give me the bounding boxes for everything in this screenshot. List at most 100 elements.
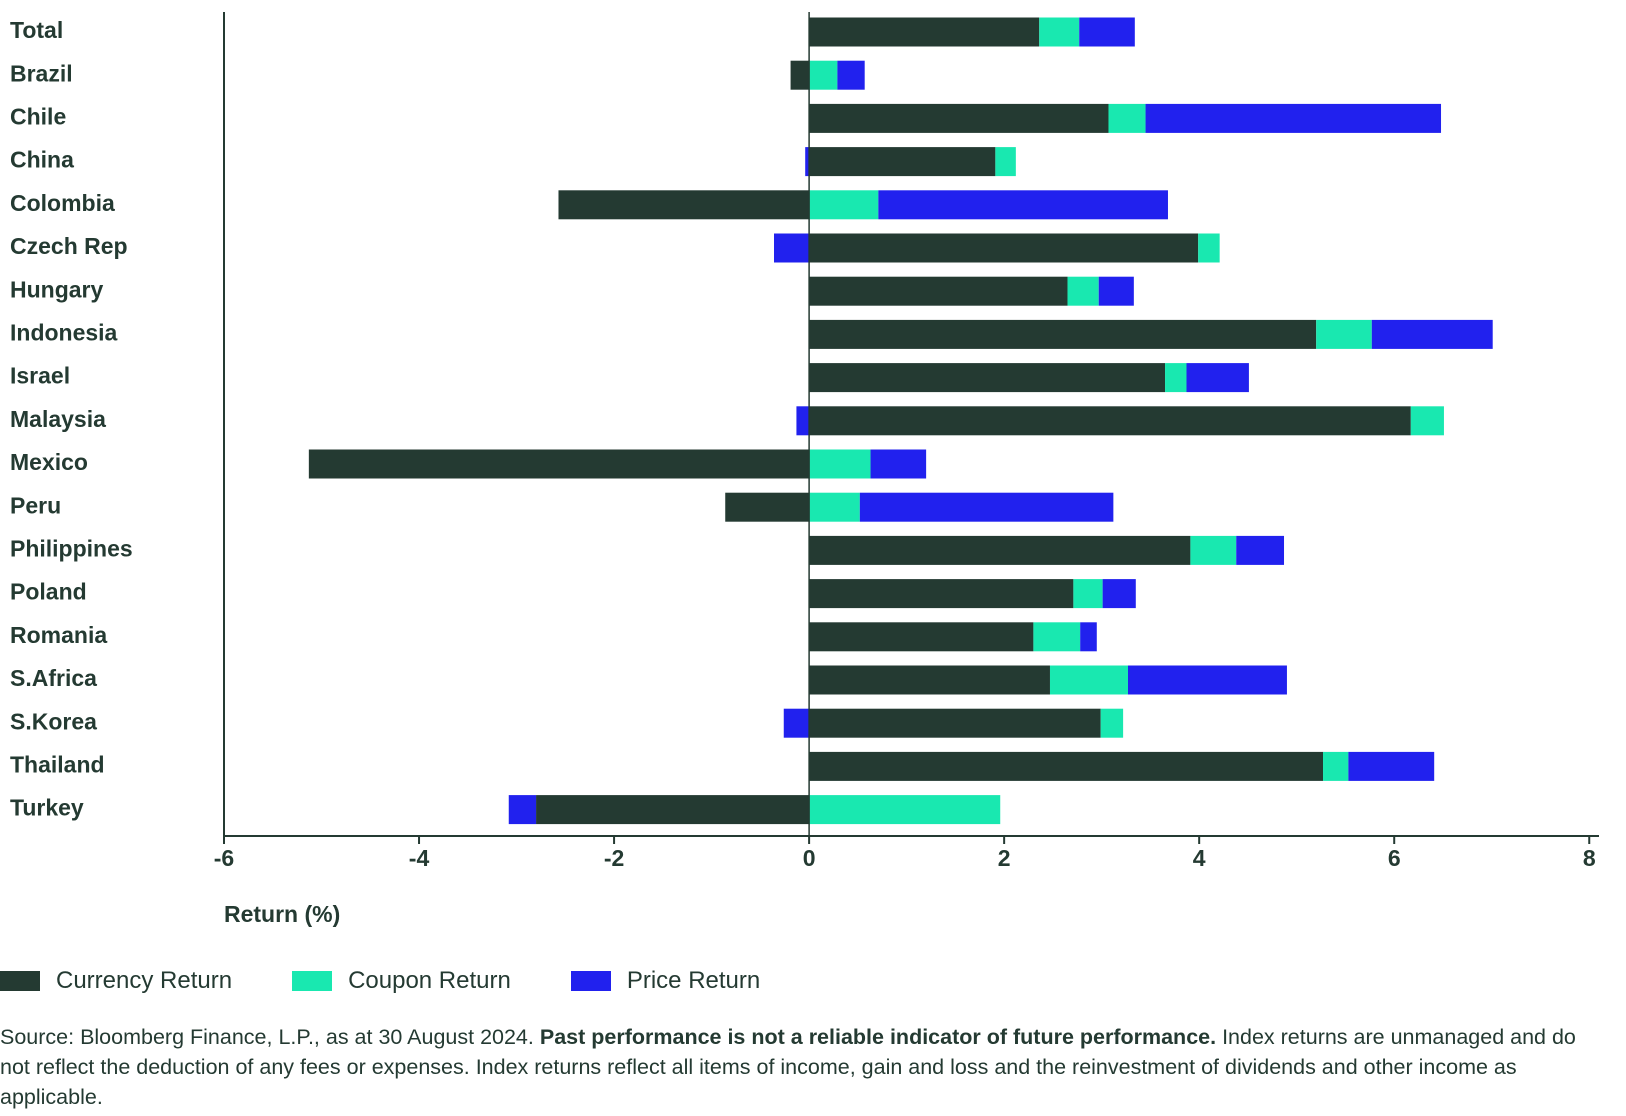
y-tick-label: Brazil bbox=[10, 60, 73, 86]
bar-segment bbox=[558, 190, 810, 220]
chart: -6 -4 -2 0 2 4 6 8 Return (%) Total Brazil Chile Chi… bbox=[10, 12, 1599, 927]
bar-segment bbox=[809, 190, 879, 220]
x-tick-label: -6 bbox=[214, 845, 234, 871]
bar-segment bbox=[1079, 17, 1135, 47]
y-tick-label: Turkey bbox=[10, 795, 84, 821]
bar-segment bbox=[1098, 276, 1134, 306]
bar-segment bbox=[1102, 579, 1136, 609]
bar-segment bbox=[809, 535, 1191, 565]
bar-segment bbox=[1165, 363, 1187, 393]
bar-segment bbox=[809, 363, 1166, 393]
bar-segment bbox=[809, 319, 1317, 349]
y-tick-label: Colombia bbox=[10, 190, 115, 216]
legend-item: Coupon Return bbox=[292, 967, 511, 995]
bar-segment bbox=[809, 276, 1068, 306]
bar-segment bbox=[809, 103, 1109, 133]
bar-segment bbox=[805, 147, 810, 177]
bar-segment bbox=[1190, 535, 1237, 565]
bar-segment bbox=[1348, 751, 1435, 781]
y-tick-label: China bbox=[10, 147, 74, 173]
source: Source: Bloomberg Finance, L.P., as at 3… bbox=[0, 1025, 534, 1049]
bar-segment bbox=[790, 60, 810, 90]
bar-segment bbox=[1108, 103, 1146, 133]
bar-segment bbox=[809, 60, 838, 90]
bar-segment bbox=[1186, 363, 1249, 393]
y-tick-label: Czech Rep bbox=[10, 233, 128, 259]
bar-segment bbox=[1236, 535, 1285, 565]
y-tick-label: Malaysia bbox=[10, 406, 106, 432]
bar-segment bbox=[837, 60, 865, 90]
bar-segment bbox=[1410, 406, 1444, 436]
bar-segment bbox=[1145, 103, 1442, 133]
y-tick-label: Mexico bbox=[10, 449, 88, 475]
bar-segment bbox=[809, 665, 1050, 695]
bar-segment bbox=[1371, 319, 1493, 349]
legend-swatch bbox=[292, 971, 333, 991]
y-tick-label: Poland bbox=[10, 579, 87, 605]
bar-segment bbox=[870, 449, 927, 479]
legend: Currency Return Coupon Return Price Return bbox=[0, 967, 820, 995]
bar-segment bbox=[809, 147, 996, 177]
y-tick-label: S.Africa bbox=[10, 665, 97, 691]
x-tick-label: 0 bbox=[803, 845, 816, 871]
bar-segment bbox=[1049, 665, 1128, 695]
bar-segment bbox=[796, 406, 810, 436]
bar-segment bbox=[878, 190, 1168, 220]
bar-segment bbox=[809, 622, 1034, 652]
bar-segment bbox=[809, 17, 1040, 47]
bar-segment bbox=[809, 751, 1324, 781]
bar-segment bbox=[995, 147, 1016, 177]
x-tick-label: -2 bbox=[604, 845, 624, 871]
bar-segment bbox=[536, 795, 810, 825]
y-tick-label: Philippines bbox=[10, 535, 133, 561]
y-tick-label: Indonesia bbox=[10, 319, 118, 345]
bar-segment bbox=[1198, 233, 1220, 263]
footnote: Source: Bloomberg Finance, L.P., as at 3… bbox=[0, 1022, 1610, 1112]
y-tick-label: Chile bbox=[10, 103, 66, 129]
bar-segment bbox=[774, 233, 810, 263]
bar-segment bbox=[1316, 319, 1372, 349]
bar-segment bbox=[809, 406, 1411, 436]
legend-swatch bbox=[0, 971, 40, 991]
x-tick-label: 2 bbox=[998, 845, 1011, 871]
y-tick-label: Romania bbox=[10, 622, 107, 648]
bar-segment bbox=[1323, 751, 1349, 781]
bar-segment bbox=[859, 492, 1114, 522]
bar-segment bbox=[1100, 708, 1124, 738]
bar-segment bbox=[809, 449, 871, 479]
bar-segment bbox=[1073, 579, 1103, 609]
bar-segment bbox=[809, 579, 1074, 609]
y-tick-label: Israel bbox=[10, 363, 70, 389]
legend-label: Coupon Return bbox=[348, 967, 511, 994]
bar-segment bbox=[809, 708, 1101, 738]
y-tick-label: Total bbox=[10, 17, 63, 43]
x-tick-label: -4 bbox=[409, 845, 430, 871]
bar-segment bbox=[783, 708, 810, 738]
disclaimer: Past performance is not a reliable indic… bbox=[539, 1025, 1217, 1049]
bar-segment bbox=[809, 795, 1001, 825]
x-tick-label: 4 bbox=[1193, 845, 1206, 871]
bar-segment bbox=[809, 492, 860, 522]
legend-label: Currency Return bbox=[56, 967, 233, 994]
bar-segment bbox=[1127, 665, 1287, 695]
bar-segment bbox=[308, 449, 810, 479]
bar-segment bbox=[508, 795, 537, 825]
legend-item: Price Return bbox=[570, 967, 761, 995]
legend-swatch bbox=[570, 971, 611, 991]
note: Index returns are unmanaged and do not r… bbox=[0, 1025, 1576, 1109]
bar-segment bbox=[1080, 622, 1097, 652]
bar-segment bbox=[1039, 17, 1080, 47]
y-tick-label: Hungary bbox=[10, 276, 104, 302]
y-tick-label: Peru bbox=[10, 492, 61, 518]
x-tick-label: 8 bbox=[1583, 845, 1596, 871]
x-tick-label: 6 bbox=[1388, 845, 1401, 871]
x-axis-label: Return (%) bbox=[224, 901, 340, 927]
legend-label: Price Return bbox=[626, 967, 761, 994]
bar-segment bbox=[1033, 622, 1081, 652]
legend-item: Currency Return bbox=[0, 967, 232, 995]
y-tick-label: S.Korea bbox=[10, 708, 97, 734]
bar-segment bbox=[1067, 276, 1099, 306]
y-tick-label: Thailand bbox=[10, 751, 105, 777]
bar-segment bbox=[725, 492, 810, 522]
